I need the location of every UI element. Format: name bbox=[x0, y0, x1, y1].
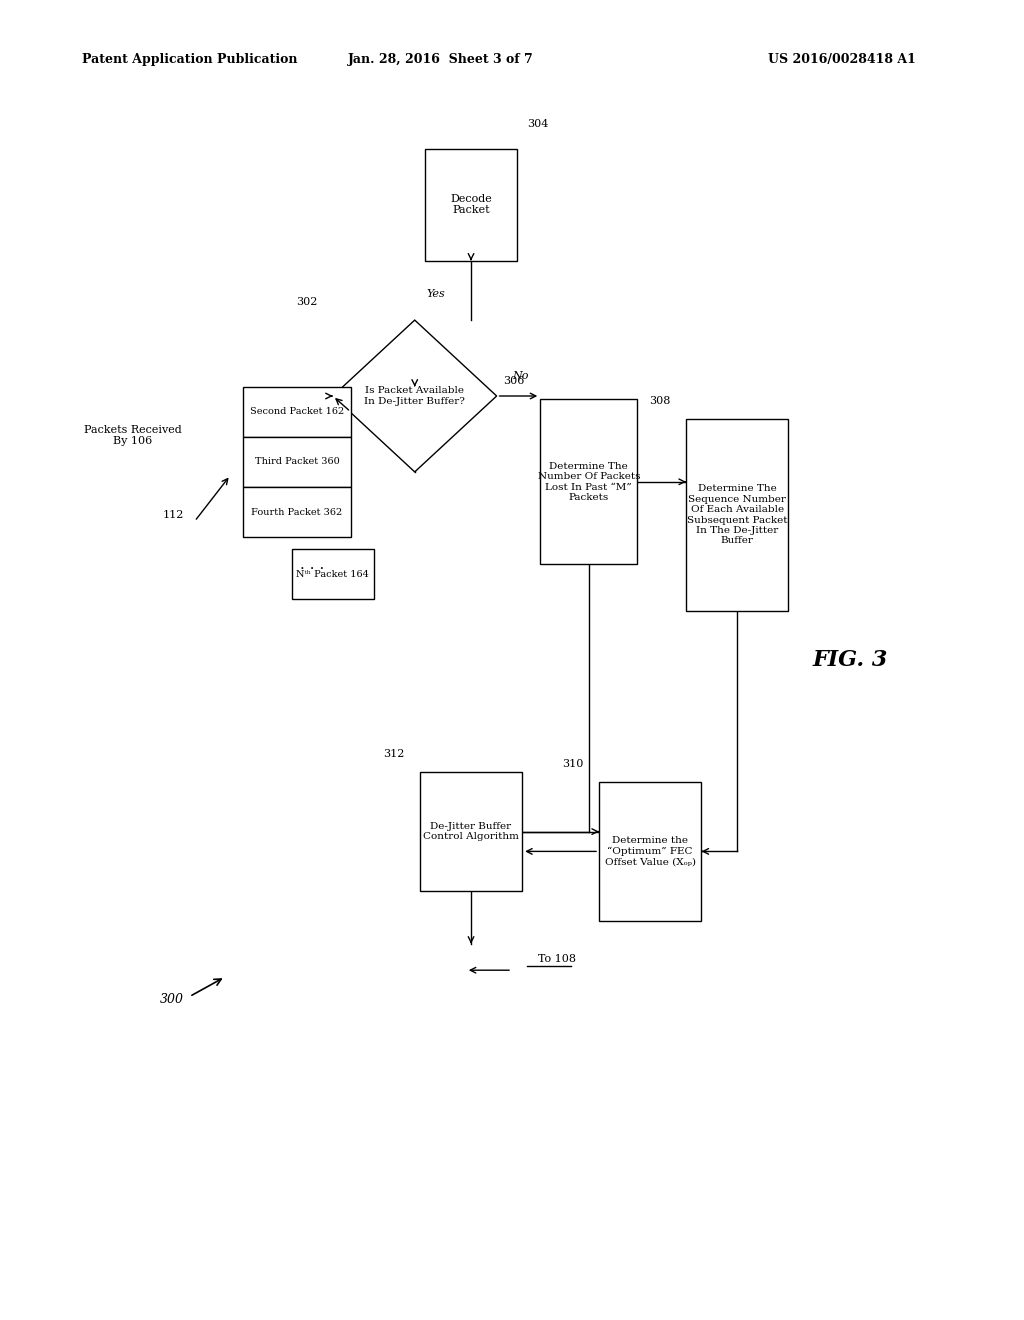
Text: Third Packet 360: Third Packet 360 bbox=[255, 458, 339, 466]
Text: 112: 112 bbox=[163, 510, 184, 520]
Bar bbox=[425, 149, 517, 261]
Text: No: No bbox=[512, 371, 528, 381]
Text: 300: 300 bbox=[161, 993, 184, 1006]
Text: 306: 306 bbox=[504, 376, 524, 385]
Text: Is Packet Available
In De-Jitter Buffer?: Is Packet Available In De-Jitter Buffer? bbox=[365, 387, 465, 405]
Text: 312: 312 bbox=[383, 748, 404, 759]
Text: Yes: Yes bbox=[427, 289, 445, 298]
Bar bbox=[541, 399, 637, 565]
Bar bbox=[292, 549, 374, 599]
Text: Decode
Packet: Decode Packet bbox=[451, 194, 492, 215]
Text: FIG. 3: FIG. 3 bbox=[812, 649, 888, 671]
Text: 304: 304 bbox=[527, 119, 549, 129]
Text: Determine The
Number Of Packets
Lost In Past “M”
Packets: Determine The Number Of Packets Lost In … bbox=[538, 462, 640, 502]
Text: · · ·: · · · bbox=[300, 562, 325, 576]
Bar bbox=[244, 437, 350, 487]
Text: De-Jitter Buffer
Control Algorithm: De-Jitter Buffer Control Algorithm bbox=[423, 822, 519, 841]
Text: Determine the
“Optimum” FEC
Offset Value (Xₒₚ): Determine the “Optimum” FEC Offset Value… bbox=[605, 837, 695, 866]
Text: 302: 302 bbox=[296, 297, 317, 308]
Text: To 108: To 108 bbox=[538, 953, 575, 964]
Text: Determine The
Sequence Number
Of Each Available
Subsequent Packet
In The De-Jitt: Determine The Sequence Number Of Each Av… bbox=[687, 484, 787, 545]
Bar bbox=[244, 387, 350, 437]
Polygon shape bbox=[333, 321, 497, 473]
Text: Patent Application Publication: Patent Application Publication bbox=[82, 53, 297, 66]
Text: Jan. 28, 2016  Sheet 3 of 7: Jan. 28, 2016 Sheet 3 of 7 bbox=[347, 53, 534, 66]
Text: US 2016/0028418 A1: US 2016/0028418 A1 bbox=[768, 53, 915, 66]
Text: Packets Received
By 106: Packets Received By 106 bbox=[84, 425, 182, 446]
Text: Nᵗʰ Packet 164: Nᵗʰ Packet 164 bbox=[296, 570, 370, 578]
Text: Fourth Packet 362: Fourth Packet 362 bbox=[251, 508, 343, 516]
Bar bbox=[244, 487, 350, 537]
Text: 310: 310 bbox=[562, 759, 584, 768]
Bar bbox=[686, 418, 788, 610]
Bar bbox=[420, 772, 522, 891]
Bar bbox=[599, 781, 701, 921]
Text: Second Packet 162: Second Packet 162 bbox=[250, 408, 344, 416]
Text: 308: 308 bbox=[649, 396, 671, 407]
